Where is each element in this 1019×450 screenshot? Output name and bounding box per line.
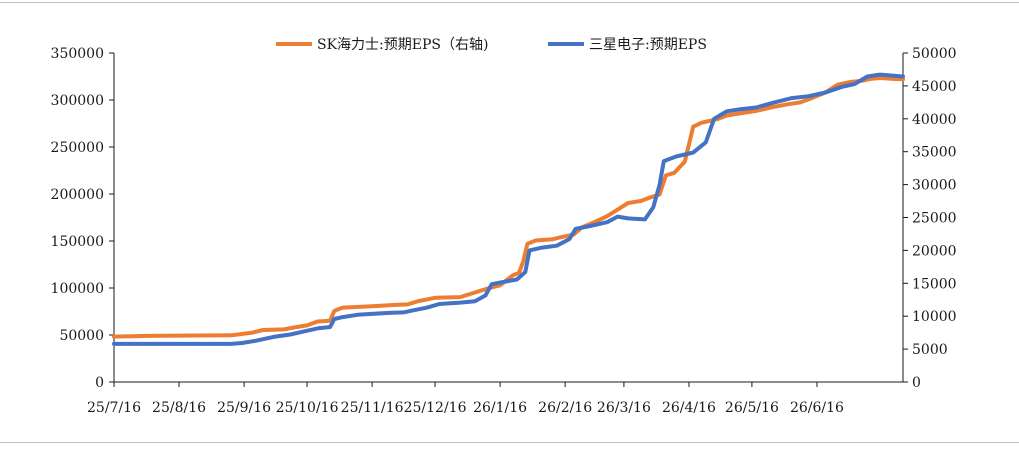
x-tick-label: 26/6/16: [790, 400, 844, 416]
bottom-rule: [0, 442, 1019, 443]
right-tick-label: 0: [912, 375, 921, 391]
right-tick-label: 5000: [912, 342, 948, 358]
right-tick-label: 40000: [912, 112, 957, 128]
right-tick-label: 25000: [912, 211, 957, 227]
left-tick-label: 100000: [51, 281, 104, 297]
x-tick-label: 26/3/16: [597, 400, 651, 416]
left-tick-label: 200000: [51, 187, 104, 203]
series-line-sk-hynix: [112, 76, 905, 339]
right-tick-label: 50000: [912, 46, 957, 62]
x-tick-label: 25/11/16: [341, 400, 404, 416]
x-tick-label: 25/10/16: [276, 400, 339, 416]
x-tick-label: 26/2/16: [538, 400, 592, 416]
left-tick-label: 0: [95, 375, 104, 391]
x-tick-label: 26/5/16: [725, 400, 779, 416]
legend: SK海力士:预期EPS（右轴) 三星电子:预期EPS: [276, 37, 707, 53]
axes: [113, 53, 904, 383]
left-tick-label: 300000: [51, 93, 104, 109]
right-tick-label: 35000: [912, 145, 957, 161]
series-lines: [112, 72, 905, 346]
left-tick-label: 350000: [51, 46, 104, 62]
left-tick-label: 50000: [59, 328, 104, 344]
left-tick-label: 250000: [51, 140, 104, 156]
x-tick-label: 25/9/16: [217, 400, 271, 416]
ticks: 0500001000001500002000002500003000003500…: [51, 46, 957, 416]
x-tick-label: 25/8/16: [152, 400, 206, 416]
left-tick-label: 150000: [51, 234, 104, 250]
right-tick-label: 30000: [912, 178, 957, 194]
legend-label-sk: SK海力士:预期EPS（右轴): [317, 37, 488, 53]
legend-label-samsung: 三星电子:预期EPS: [589, 37, 707, 53]
x-tick-label: 26/4/16: [662, 400, 716, 416]
x-tick-label: 26/1/16: [473, 400, 527, 416]
top-rule: [0, 2, 1019, 3]
x-tick-label: 25/12/16: [404, 400, 467, 416]
right-tick-label: 45000: [912, 79, 957, 95]
right-tick-label: 15000: [912, 276, 957, 292]
series-line-samsung: [112, 72, 905, 346]
right-tick-label: 10000: [912, 309, 957, 325]
right-tick-label: 20000: [912, 243, 957, 259]
x-tick-label: 25/7/16: [87, 400, 141, 416]
